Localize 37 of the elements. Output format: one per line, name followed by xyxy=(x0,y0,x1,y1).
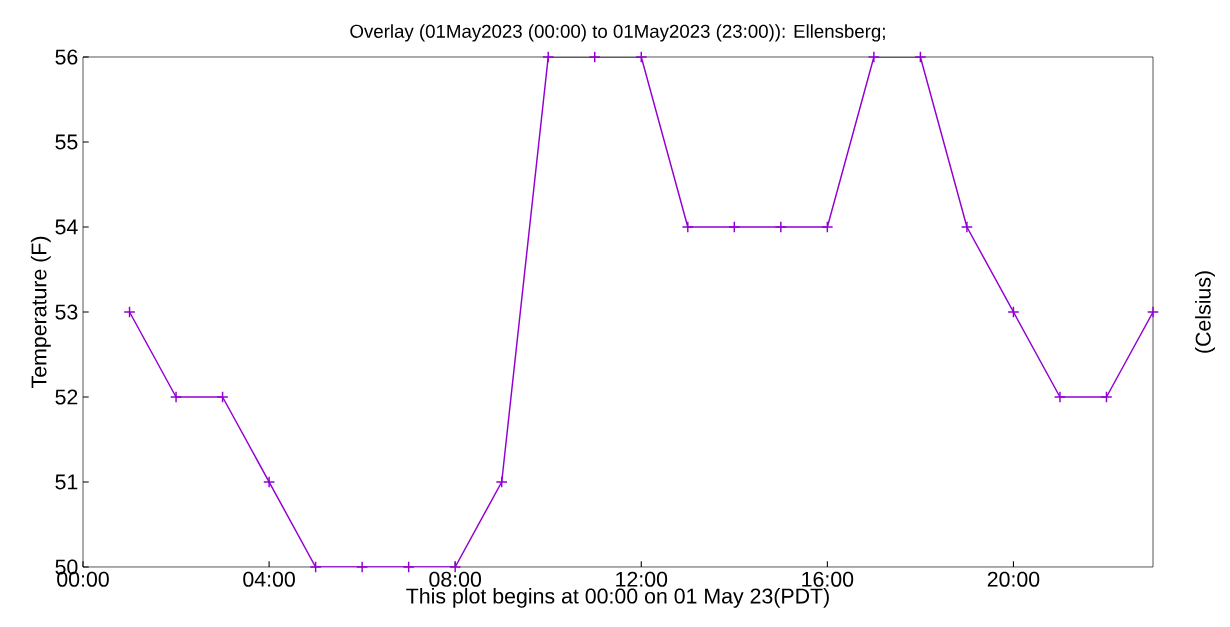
y-tick-label: 51 xyxy=(55,474,78,490)
point xyxy=(867,50,880,64)
point xyxy=(821,220,834,234)
point xyxy=(1146,305,1160,319)
x-tick-label: 04:00 xyxy=(243,571,295,587)
point xyxy=(169,390,183,404)
point xyxy=(1053,390,1067,404)
point xyxy=(356,560,369,574)
point xyxy=(728,220,741,234)
point xyxy=(495,475,508,489)
x-tick-label: 08:00 xyxy=(429,571,482,587)
y-tick-label: 55 xyxy=(55,134,78,150)
x-tick-label: 12:00 xyxy=(616,571,668,587)
point xyxy=(681,220,694,234)
chart-title: Overlay (01May2023 (00:00) to 01May2023 (23:00)): Ellensberg; xyxy=(350,24,885,42)
point xyxy=(309,560,322,574)
point xyxy=(402,560,415,574)
point xyxy=(960,220,973,234)
point xyxy=(542,50,555,64)
point xyxy=(1007,305,1020,319)
point xyxy=(1100,390,1113,404)
point xyxy=(635,50,648,64)
point xyxy=(216,390,229,404)
point xyxy=(774,220,787,234)
point xyxy=(914,50,927,64)
y-tick-label: 56 xyxy=(55,49,78,65)
y-axis-title: Temperature (F) xyxy=(30,236,51,388)
y-tick-label: 53 xyxy=(55,304,78,320)
point xyxy=(263,475,276,489)
point xyxy=(123,305,136,319)
y-tick-label: 52 xyxy=(55,389,78,405)
y-tick-label: 54 xyxy=(55,219,78,235)
x-axis-title: This plot begins at 00:00 on 01 May 23(PDT) xyxy=(406,587,829,608)
y2-axis-title: (Celsius) xyxy=(1195,271,1215,353)
x-tick-label: 16:00 xyxy=(802,571,854,587)
point xyxy=(588,50,601,64)
x-tick-label: 20:00 xyxy=(987,571,1040,587)
